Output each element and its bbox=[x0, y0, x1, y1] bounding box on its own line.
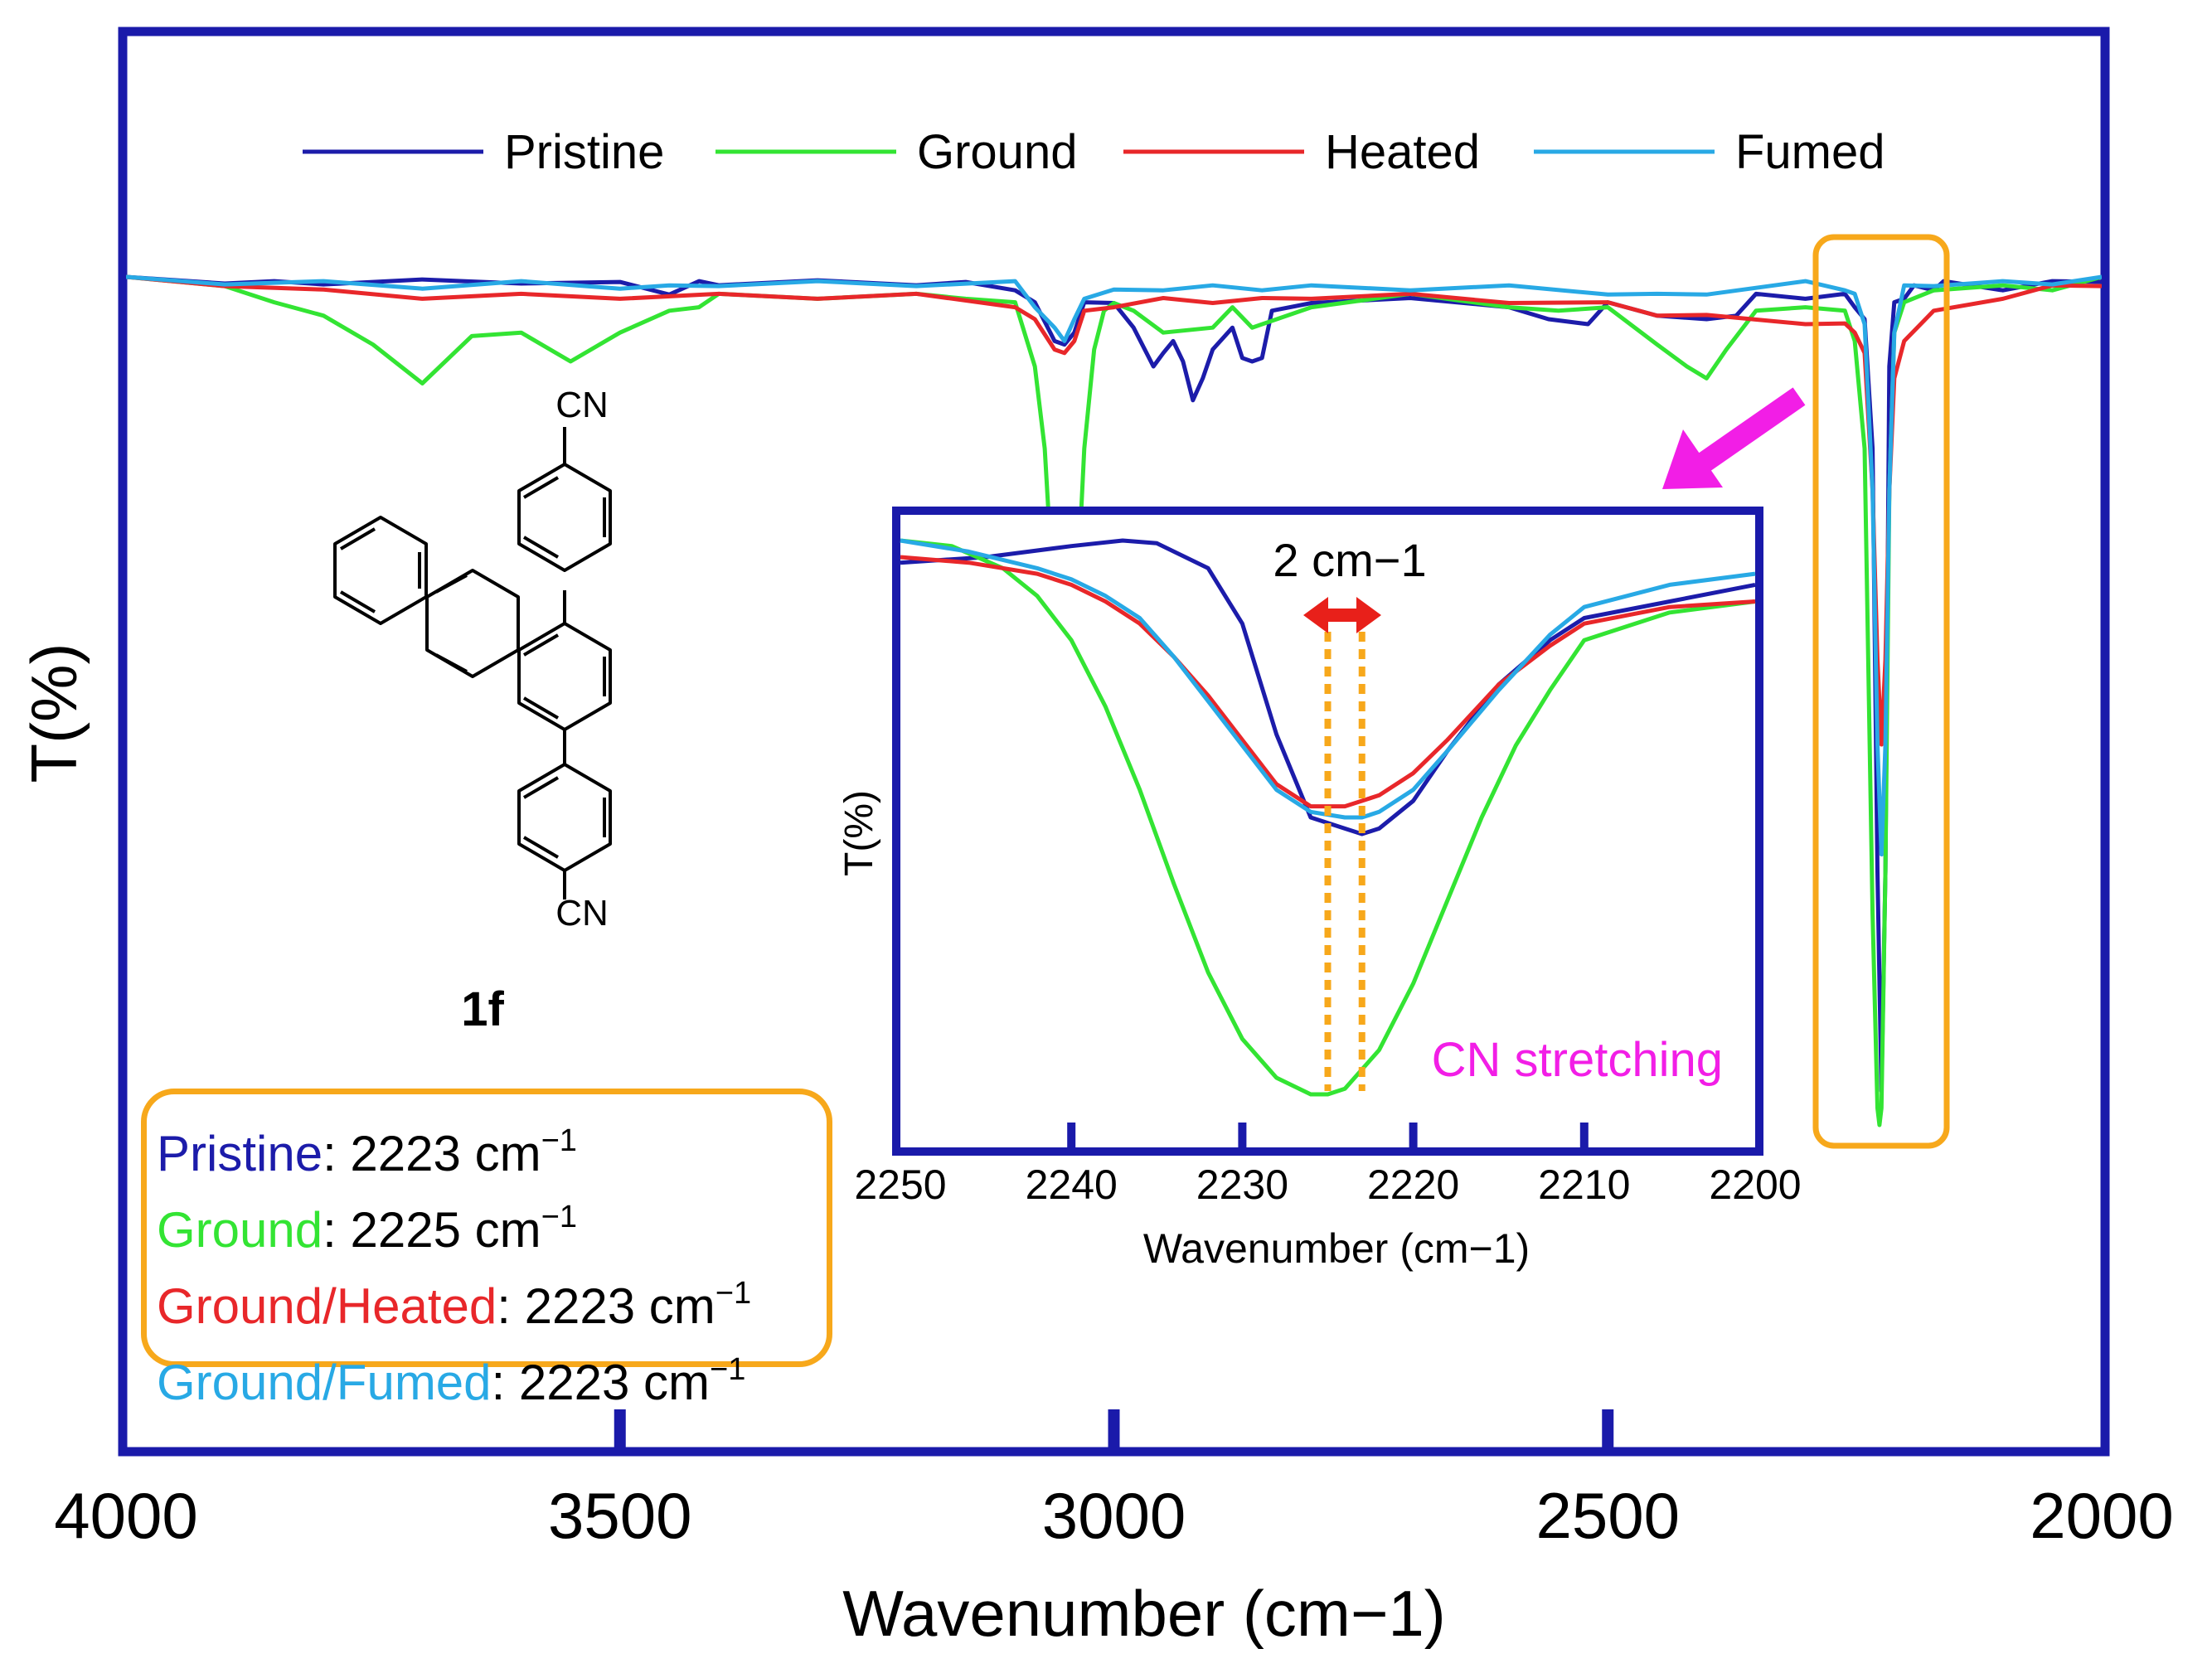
cn-label-top: CN bbox=[555, 385, 609, 425]
main-x-axis-label: Wavenumber (cm−1) bbox=[842, 1577, 1445, 1650]
molecule-1f-structure bbox=[333, 427, 612, 900]
peak-value-fumed: 2223 cm bbox=[518, 1355, 711, 1410]
main-x-tick-label-3000: 3000 bbox=[1042, 1479, 1186, 1552]
peak-value-heated: 2223 cm bbox=[524, 1278, 716, 1334]
cn-label-bottom: CN bbox=[555, 893, 609, 933]
inset-x-tick-label-2210: 2210 bbox=[1538, 1161, 1630, 1208]
peak-exp-fumed: −1 bbox=[710, 1352, 746, 1387]
inset-x-tick-label-2220: 2220 bbox=[1367, 1161, 1459, 1208]
peak-name-fumed: Ground/Fumed bbox=[157, 1355, 492, 1410]
main-x-ticks bbox=[614, 1409, 1614, 1448]
peak-exp-ground: −1 bbox=[541, 1200, 577, 1234]
peak-line-heated: Ground/Heated: 2223 cm−1 bbox=[157, 1276, 752, 1334]
inset-x-tick-label-2230: 2230 bbox=[1196, 1161, 1288, 1208]
main-series-group bbox=[126, 274, 2102, 1127]
peak-value-ground: 2225 cm bbox=[350, 1202, 541, 1258]
main-x-tick-label-2000: 2000 bbox=[2030, 1479, 2174, 1552]
peak-name-pristine: Pristine bbox=[157, 1126, 323, 1181]
cn-stretching-label: CN stretching bbox=[1432, 1033, 1723, 1087]
main-plot-frame bbox=[118, 27, 2110, 1457]
compound-label: 1f bbox=[461, 982, 504, 1036]
inset-series-group bbox=[900, 538, 1756, 1097]
inset-series-fumed bbox=[900, 538, 1756, 820]
legend-label-heated: Heated bbox=[1325, 125, 1480, 179]
inset-x-tick-labels: 2250 2240 2230 2220 2210 2200 bbox=[854, 1161, 1801, 1208]
main-x-tick-labels: 4000 3500 3000 2500 2000 bbox=[54, 1479, 2174, 1552]
legend-label-fumed: Fumed bbox=[1735, 125, 1885, 179]
peak-line-fumed: Ground/Fumed: 2223 cm−1 bbox=[157, 1352, 746, 1410]
peak-value-pristine: 2223 cm bbox=[350, 1126, 541, 1181]
zoom-arrow bbox=[1662, 387, 1806, 489]
inset-x-axis-label: Wavenumber (cm−1) bbox=[1143, 1225, 1530, 1272]
peak-exp-pristine: −1 bbox=[541, 1123, 577, 1158]
shift-label: 2 cm−1 bbox=[1273, 534, 1426, 586]
legend-label-ground: Ground bbox=[917, 125, 1077, 179]
inset-series-ground bbox=[900, 538, 1756, 1097]
main-x-tick-label-2500: 2500 bbox=[1535, 1479, 1680, 1552]
main-x-tick-label-4000: 4000 bbox=[54, 1479, 198, 1552]
inset-series-pristine bbox=[900, 538, 1756, 836]
inset-series-heated bbox=[900, 555, 1756, 809]
main-y-axis-label: T(%) bbox=[17, 643, 90, 783]
inset-x-tick-label-2200: 2200 bbox=[1709, 1161, 1801, 1208]
peak-name-heated: Ground/Heated bbox=[157, 1278, 497, 1334]
cn-peak-highlight-box bbox=[1812, 234, 1950, 1149]
peak-line-pristine: Pristine: 2223 cm−1 bbox=[157, 1123, 577, 1181]
main-x-tick-label-3500: 3500 bbox=[548, 1479, 692, 1552]
peak-positions-box: Pristine: 2223 cm−1 Ground: 2225 cm−1 Gr… bbox=[141, 1089, 832, 1410]
peak-position-dotted-lines bbox=[1324, 632, 1366, 1091]
main-series-fumed bbox=[126, 274, 2102, 857]
inset-x-tick-label-2250: 2250 bbox=[854, 1161, 946, 1208]
peak-exp-heated: −1 bbox=[715, 1276, 752, 1311]
inset-x-tick-label-2240: 2240 bbox=[1026, 1161, 1118, 1208]
legend-label-pristine: Pristine bbox=[504, 125, 664, 179]
inset-y-axis-label: T(%) bbox=[837, 790, 881, 876]
inset-x-ticks bbox=[1067, 1123, 1589, 1148]
peak-name-ground: Ground bbox=[157, 1202, 323, 1258]
shift-double-arrow bbox=[1303, 597, 1381, 633]
legend: Pristine Ground Heated Fumed bbox=[303, 125, 1885, 179]
main-series-ground bbox=[126, 274, 2102, 1127]
peak-line-ground: Ground: 2225 cm−1 bbox=[157, 1200, 577, 1258]
